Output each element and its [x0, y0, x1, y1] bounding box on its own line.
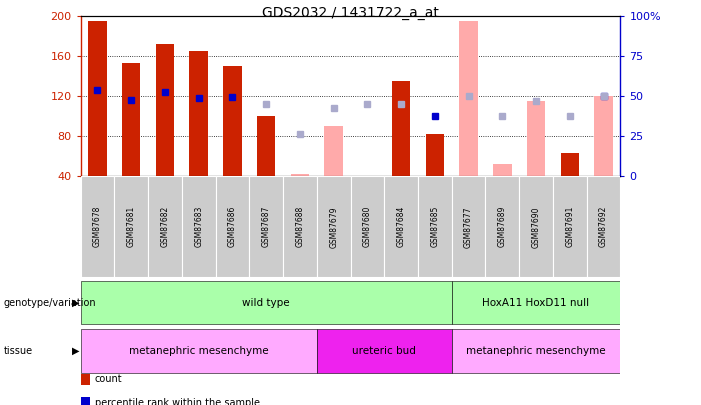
Text: GSM87691: GSM87691: [565, 206, 574, 247]
Bar: [148, 176, 182, 277]
Bar: [325, 126, 343, 176]
Text: count: count: [95, 375, 122, 384]
Text: GSM87679: GSM87679: [329, 206, 338, 247]
Bar: [257, 116, 275, 176]
Text: GSM87678: GSM87678: [93, 206, 102, 247]
Text: metanephric mesenchyme: metanephric mesenchyme: [129, 346, 268, 356]
Text: GSM87680: GSM87680: [363, 206, 372, 247]
Text: GSM87688: GSM87688: [295, 206, 304, 247]
Text: GSM87692: GSM87692: [599, 206, 608, 247]
Bar: [384, 176, 418, 277]
Text: GSM87689: GSM87689: [498, 206, 507, 247]
Bar: [451, 329, 620, 373]
Text: GSM87682: GSM87682: [161, 206, 170, 247]
Bar: [81, 329, 317, 373]
Text: ▶: ▶: [72, 298, 79, 308]
Bar: [594, 96, 613, 176]
Text: metanephric mesenchyme: metanephric mesenchyme: [466, 346, 606, 356]
Text: GSM87685: GSM87685: [430, 206, 440, 247]
Bar: [350, 176, 384, 277]
Bar: [459, 21, 478, 176]
Text: ureteric bud: ureteric bud: [353, 346, 416, 356]
Text: genotype/variation: genotype/variation: [4, 298, 96, 308]
Text: GSM87677: GSM87677: [464, 206, 473, 247]
Text: GSM87690: GSM87690: [531, 206, 540, 247]
Text: HoxA11 HoxD11 null: HoxA11 HoxD11 null: [482, 298, 590, 308]
Bar: [553, 176, 587, 277]
Bar: [392, 81, 410, 176]
Text: GDS2032 / 1431722_a_at: GDS2032 / 1431722_a_at: [262, 6, 439, 20]
Bar: [451, 281, 620, 324]
Bar: [250, 176, 283, 277]
Text: ▶: ▶: [72, 346, 79, 356]
Bar: [114, 176, 148, 277]
Bar: [317, 176, 350, 277]
Text: GSM87686: GSM87686: [228, 206, 237, 247]
Bar: [156, 44, 175, 176]
Bar: [317, 329, 451, 373]
Bar: [88, 21, 107, 176]
Bar: [283, 176, 317, 277]
Text: tissue: tissue: [4, 346, 33, 356]
Bar: [81, 281, 451, 324]
Bar: [561, 153, 579, 176]
Bar: [291, 174, 309, 176]
Text: GSM87687: GSM87687: [261, 206, 271, 247]
Text: wild type: wild type: [243, 298, 290, 308]
Bar: [485, 176, 519, 277]
Bar: [426, 134, 444, 176]
Text: GSM87684: GSM87684: [397, 206, 406, 247]
Text: GSM87683: GSM87683: [194, 206, 203, 247]
Bar: [216, 176, 250, 277]
Bar: [81, 176, 114, 277]
Bar: [493, 164, 512, 176]
Bar: [418, 176, 451, 277]
Bar: [122, 63, 140, 176]
Bar: [223, 66, 242, 176]
Bar: [587, 176, 620, 277]
Text: GSM87681: GSM87681: [127, 206, 136, 247]
Text: percentile rank within the sample: percentile rank within the sample: [95, 398, 259, 405]
Bar: [526, 101, 545, 176]
Bar: [519, 176, 553, 277]
Bar: [451, 176, 485, 277]
Bar: [182, 176, 216, 277]
Bar: [189, 51, 208, 176]
